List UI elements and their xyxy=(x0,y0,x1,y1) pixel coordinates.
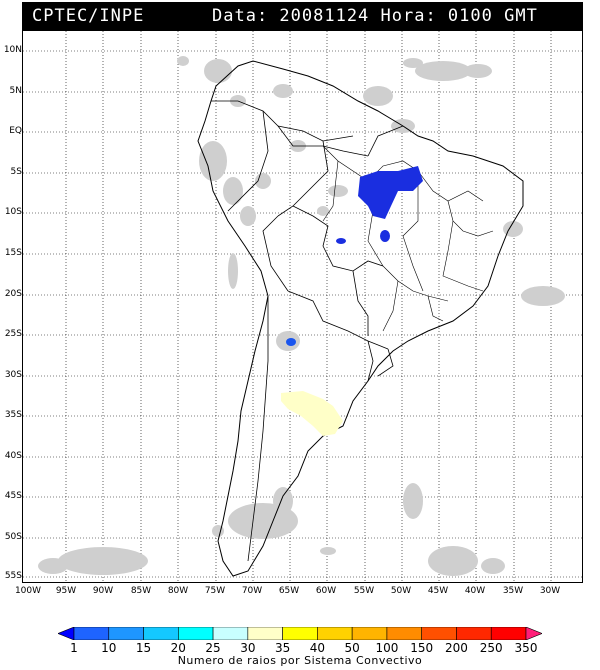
lat-label: EQ xyxy=(9,126,22,136)
lat-label: 5N xyxy=(9,86,22,96)
state-borders xyxy=(322,145,494,332)
colorbar-tick-label: 10 xyxy=(101,641,117,655)
source-label: CPTEC/INPE xyxy=(32,6,145,26)
lat-label: 55S xyxy=(4,571,22,581)
colorbar-segment xyxy=(212,627,249,640)
colorbar-segment xyxy=(490,627,527,640)
lat-label: 50S xyxy=(4,532,22,542)
colorbar-tick-label: 20 xyxy=(170,641,186,655)
lon-label: 40W xyxy=(464,586,486,596)
map-panel xyxy=(22,30,583,583)
colorbar-segment xyxy=(108,627,144,640)
lon-label: 100W xyxy=(14,586,42,596)
lat-label: 5S xyxy=(10,167,22,177)
lightning-cluster-large xyxy=(358,166,423,219)
colorbar-tick-label: 350 xyxy=(514,641,538,655)
colorbar-segment xyxy=(456,627,492,640)
lat-label: 40S xyxy=(4,451,22,461)
colorbar-segment xyxy=(282,627,318,640)
colorbar-tick-label: 150 xyxy=(410,641,434,655)
lon-label: 50W xyxy=(390,586,412,596)
lat-label: 25S xyxy=(4,329,22,339)
lightning-cluster-small xyxy=(286,338,296,346)
lon-label: 30W xyxy=(539,586,561,596)
colorbar-tick-label: 250 xyxy=(479,641,503,655)
lon-label: 65W xyxy=(278,586,300,596)
colorbar-title: Numero de raios por Sistema Convectivo xyxy=(177,654,423,667)
map-canvas xyxy=(23,31,582,582)
colorbar-tick-label: 30 xyxy=(240,641,256,655)
map-header: CPTEC/INPE Data: 20081124 Hora: 0100 GMT xyxy=(22,2,583,30)
colorbar-segment xyxy=(317,627,353,640)
lon-label: 35W xyxy=(502,586,524,596)
colorbar-segment xyxy=(143,627,179,640)
lon-label: 80W xyxy=(167,586,189,596)
colorbar-tick-label: 200 xyxy=(445,641,468,655)
lon-label: 90W xyxy=(92,586,114,596)
lat-label: 10N xyxy=(3,45,22,55)
colorbar-segment xyxy=(421,627,457,640)
continent-coastline xyxy=(197,60,524,577)
lon-label: 70W xyxy=(241,586,263,596)
lon-label: 60W xyxy=(315,586,337,596)
colorbar-tick-label: 25 xyxy=(205,641,221,655)
colorbar-segment xyxy=(73,627,110,640)
lat-label: 20S xyxy=(4,289,22,299)
cloud-cover xyxy=(38,56,565,576)
colorbar-tick-label: 35 xyxy=(274,641,291,655)
colorbar-tick-label: 100 xyxy=(375,641,399,655)
lat-label: 15S xyxy=(4,248,22,258)
colorbar-segment xyxy=(58,627,75,640)
lon-label: 55W xyxy=(353,586,375,596)
lon-label: 85W xyxy=(130,586,152,596)
datetime-label: Data: 20081124 Hora: 0100 GMT xyxy=(212,6,538,26)
lightning-cluster-small xyxy=(380,230,390,242)
lightning-systems xyxy=(281,166,423,436)
lon-label: 95W xyxy=(55,586,77,596)
colorbar-tick-label: 15 xyxy=(135,641,152,655)
country-borders xyxy=(211,100,404,562)
lat-label: 10S xyxy=(4,207,22,217)
colorbar-segment xyxy=(525,627,542,640)
colorbar-segment xyxy=(247,627,283,640)
lon-label: 45W xyxy=(427,586,449,596)
colorbar-segment xyxy=(386,627,422,640)
colorbar-tick-label: 50 xyxy=(344,641,360,655)
lat-label: 30S xyxy=(4,370,22,380)
colorbar xyxy=(58,627,542,640)
colorbar-segment xyxy=(351,627,388,640)
lightning-cluster-small xyxy=(336,238,346,244)
lightning-cluster-low-density xyxy=(281,391,343,436)
lat-label: 45S xyxy=(4,491,22,501)
lat-lon-grid xyxy=(23,31,582,582)
colorbar-tick-label: 40 xyxy=(309,641,326,655)
colorbar-segment xyxy=(178,627,214,640)
lat-label: 35S xyxy=(4,410,22,420)
lon-label: 75W xyxy=(204,586,226,596)
colorbar-tick-label: 1 xyxy=(70,641,78,655)
